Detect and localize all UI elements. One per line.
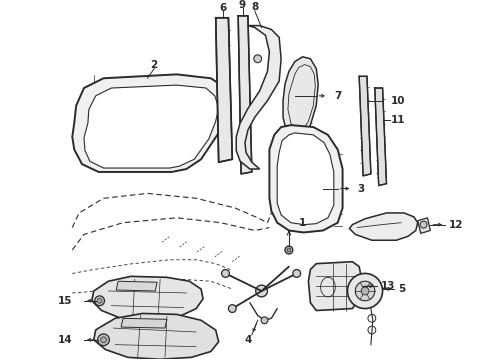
Circle shape: [420, 221, 427, 228]
Text: 15: 15: [58, 296, 73, 306]
Polygon shape: [121, 318, 167, 328]
Text: 12: 12: [449, 220, 464, 230]
Circle shape: [254, 55, 262, 63]
Circle shape: [347, 274, 383, 309]
Text: 2: 2: [150, 60, 158, 69]
Text: 8: 8: [251, 2, 258, 12]
Polygon shape: [92, 276, 203, 320]
Text: 11: 11: [391, 115, 405, 125]
Circle shape: [355, 281, 375, 301]
Text: 6: 6: [219, 3, 226, 13]
Polygon shape: [116, 281, 157, 291]
Polygon shape: [308, 262, 362, 311]
Circle shape: [287, 248, 291, 252]
Text: 1: 1: [299, 218, 306, 228]
Polygon shape: [283, 57, 318, 140]
Polygon shape: [375, 88, 387, 186]
Text: 4: 4: [244, 335, 252, 345]
Circle shape: [97, 298, 102, 303]
Polygon shape: [216, 18, 232, 162]
Text: 13: 13: [381, 281, 395, 291]
Text: 7: 7: [334, 91, 341, 101]
Polygon shape: [349, 213, 417, 240]
Polygon shape: [84, 85, 219, 168]
Circle shape: [221, 270, 229, 277]
Text: 3: 3: [357, 184, 365, 194]
Circle shape: [95, 296, 104, 306]
Polygon shape: [238, 16, 252, 174]
Polygon shape: [73, 75, 228, 172]
Circle shape: [256, 285, 268, 297]
Circle shape: [361, 287, 369, 295]
Polygon shape: [417, 218, 430, 233]
Circle shape: [285, 246, 293, 254]
Polygon shape: [94, 314, 219, 359]
Text: 10: 10: [391, 96, 405, 106]
Circle shape: [261, 317, 268, 324]
Polygon shape: [359, 76, 371, 176]
Text: 14: 14: [58, 335, 73, 345]
Circle shape: [293, 270, 301, 277]
Circle shape: [100, 337, 106, 343]
Polygon shape: [270, 125, 343, 233]
Text: 9: 9: [239, 0, 245, 10]
Polygon shape: [236, 26, 281, 169]
Polygon shape: [277, 133, 334, 225]
Circle shape: [228, 305, 236, 312]
Circle shape: [98, 334, 109, 346]
Text: 5: 5: [398, 284, 405, 294]
